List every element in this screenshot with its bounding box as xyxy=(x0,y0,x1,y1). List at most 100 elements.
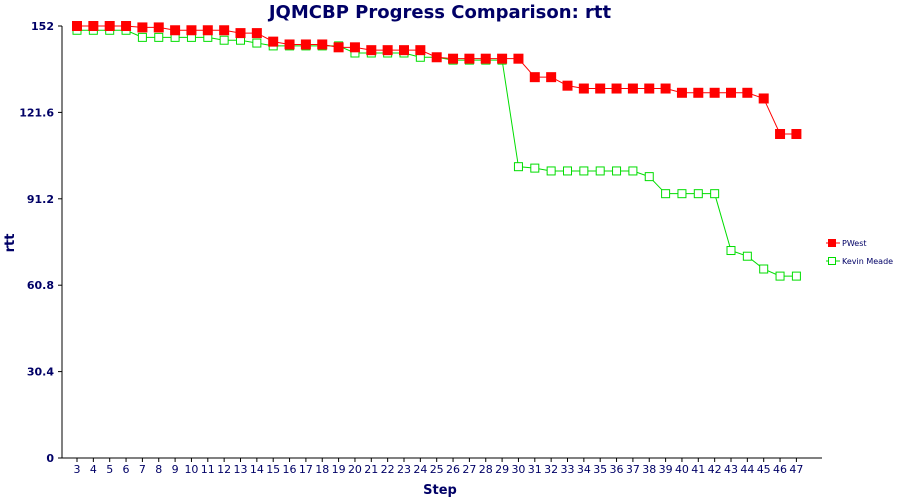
legend-label: PWest xyxy=(842,239,867,248)
x-tick-label: 3 xyxy=(74,463,81,476)
x-tick-label: 19 xyxy=(332,463,346,476)
data-point-pwest xyxy=(186,25,197,36)
x-tick-label: 10 xyxy=(184,463,198,476)
x-tick-label: 12 xyxy=(217,463,231,476)
x-tick-label: 21 xyxy=(364,463,378,476)
data-point-pwest xyxy=(627,83,638,94)
data-point-pwest xyxy=(758,93,769,104)
data-point-pwest xyxy=(726,87,736,98)
data-point-pwest xyxy=(137,22,148,33)
x-tick-label: 17 xyxy=(299,463,313,476)
data-point-kevin-meade xyxy=(530,163,540,173)
x-tick-label: 23 xyxy=(397,463,411,476)
data-point-pwest xyxy=(333,42,344,53)
data-point-pwest xyxy=(219,25,230,36)
data-point-pwest xyxy=(497,53,508,64)
data-point-kevin-meade xyxy=(628,166,638,176)
data-point-kevin-meade xyxy=(219,35,229,45)
data-point-kevin-meade xyxy=(710,189,720,199)
x-tick-label: 16 xyxy=(283,463,297,476)
data-point-kevin-meade xyxy=(546,166,556,176)
data-point-kevin-meade xyxy=(595,166,605,176)
data-point-pwest xyxy=(676,87,687,98)
legend: PWest Kevin Meade xyxy=(826,239,893,266)
data-point-pwest xyxy=(202,25,213,36)
data-point-kevin-meade xyxy=(644,172,654,182)
x-tick-label: 47 xyxy=(789,463,803,476)
series-pwest xyxy=(72,21,802,139)
legend-marker xyxy=(828,239,836,247)
data-point-kevin-meade xyxy=(661,189,671,199)
legend-item-kevin-meade: Kevin Meade xyxy=(826,257,893,266)
x-tick-label: 22 xyxy=(381,463,395,476)
data-point-pwest xyxy=(284,39,295,50)
data-point-pwest xyxy=(791,129,802,139)
data-point-pwest xyxy=(709,87,720,98)
x-tick-label: 28 xyxy=(479,463,493,476)
data-point-pwest xyxy=(660,83,671,94)
x-tick-label: 29 xyxy=(495,463,509,476)
x-tick-label: 14 xyxy=(250,463,264,476)
data-point-pwest xyxy=(529,72,540,83)
data-point-kevin-meade xyxy=(513,162,523,172)
data-point-pwest xyxy=(644,83,655,94)
x-tick-label: 9 xyxy=(172,463,179,476)
data-point-pwest xyxy=(464,53,475,64)
x-tick-label: 35 xyxy=(593,463,607,476)
x-tick-label: 36 xyxy=(610,463,624,476)
y-tick-label: 152 xyxy=(31,20,54,33)
x-tick-label: 38 xyxy=(642,463,656,476)
data-point-pwest xyxy=(104,21,115,31)
data-point-kevin-meade xyxy=(775,271,785,281)
x-tick-label: 39 xyxy=(659,463,673,476)
data-point-pwest xyxy=(268,36,279,47)
x-tick-label: 45 xyxy=(757,463,771,476)
data-point-kevin-meade xyxy=(742,251,752,261)
x-tick-label: 27 xyxy=(462,463,476,476)
x-axis-label: Step xyxy=(423,483,457,498)
x-tick-label: 15 xyxy=(266,463,280,476)
data-point-pwest xyxy=(300,39,311,50)
legend-label: Kevin Meade xyxy=(842,257,893,266)
data-point-kevin-meade xyxy=(612,166,622,176)
data-point-kevin-meade xyxy=(726,246,736,256)
x-tick-label: 34 xyxy=(577,463,591,476)
data-point-pwest xyxy=(88,21,99,31)
data-point-kevin-meade xyxy=(677,189,687,199)
x-tick-label: 7 xyxy=(139,463,146,476)
data-point-pwest xyxy=(578,83,589,94)
x-axis-ticks: 3 4 5 6 7 8 9 10 11 12 13 14 15 16 17 18 19 20 21 22 23 24 25 2… xyxy=(74,458,803,476)
x-tick-label: 24 xyxy=(413,463,427,476)
x-tick-label: 32 xyxy=(544,463,558,476)
data-point-pwest xyxy=(366,45,377,56)
data-point-pwest xyxy=(153,22,164,33)
x-tick-label: 18 xyxy=(315,463,329,476)
x-tick-label: 40 xyxy=(675,463,689,476)
x-tick-label: 5 xyxy=(106,463,113,476)
x-tick-label: 33 xyxy=(561,463,575,476)
y-axis-label: rtt xyxy=(3,234,18,253)
data-point-kevin-meade xyxy=(154,32,164,42)
data-point-pwest xyxy=(775,129,786,139)
data-point-kevin-meade xyxy=(791,271,801,281)
data-point-pwest xyxy=(349,42,360,53)
x-tick-label: 37 xyxy=(626,463,640,476)
data-point-kevin-meade xyxy=(252,38,262,48)
x-tick-label: 4 xyxy=(90,463,97,476)
data-point-kevin-meade xyxy=(563,166,572,176)
data-point-pwest xyxy=(562,80,573,91)
y-tick-label: 121.6 xyxy=(19,106,54,119)
x-tick-label: 41 xyxy=(691,463,705,476)
data-point-pwest xyxy=(546,72,557,83)
x-tick-label: 30 xyxy=(511,463,525,476)
x-tick-label: 46 xyxy=(773,463,787,476)
data-point-pwest xyxy=(448,53,459,64)
y-tick-label: 0 xyxy=(46,452,54,465)
data-point-pwest xyxy=(399,45,409,56)
data-point-pwest xyxy=(513,53,524,64)
y-tick-label: 60.8 xyxy=(27,279,54,292)
data-point-pwest xyxy=(72,21,82,31)
data-point-pwest xyxy=(595,83,606,94)
data-point-pwest xyxy=(742,87,753,98)
